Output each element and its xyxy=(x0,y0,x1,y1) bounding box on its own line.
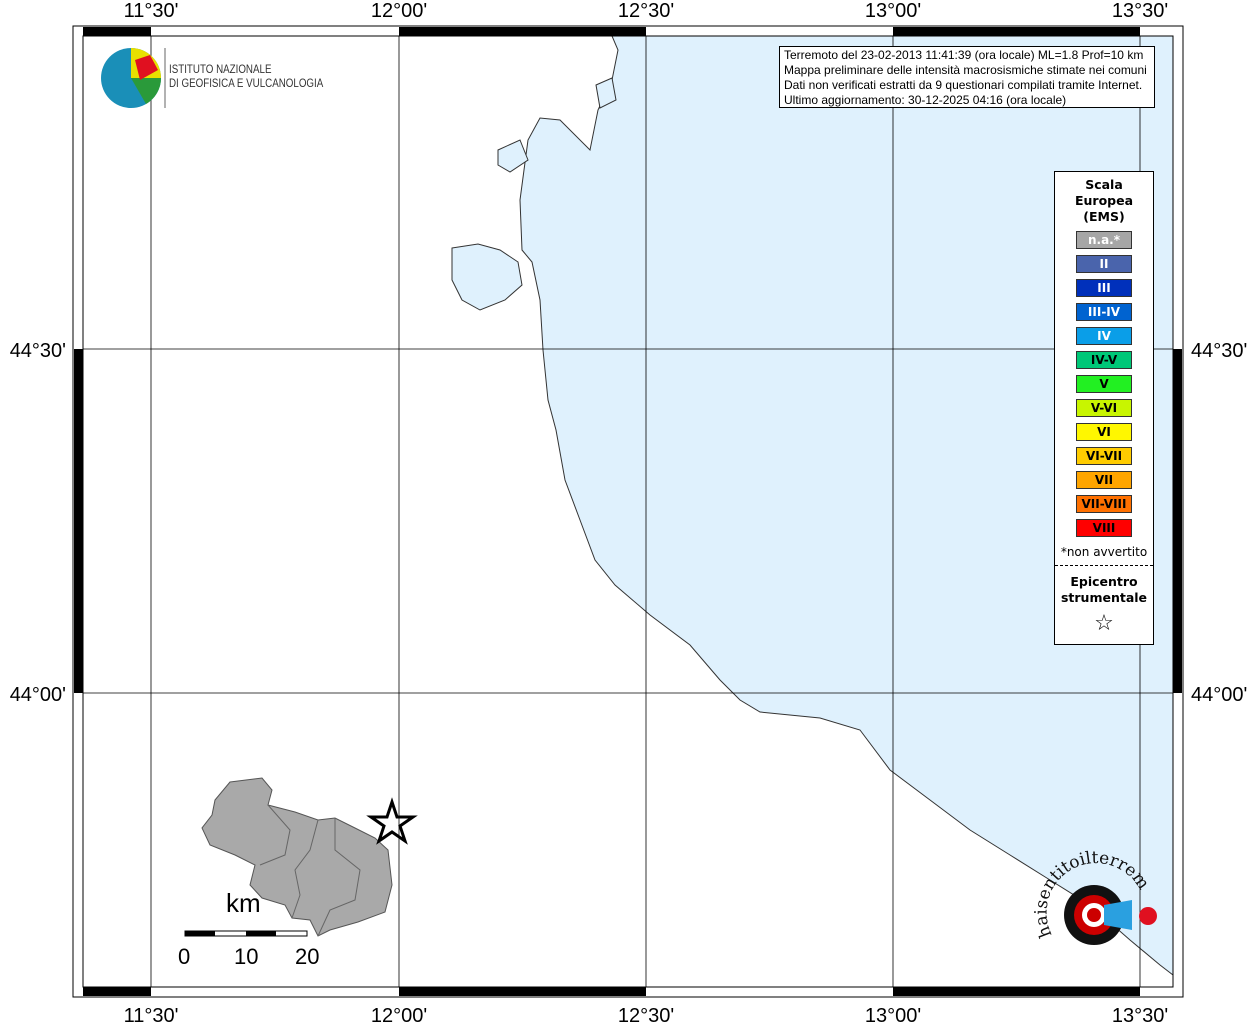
lon-label-top: 12°30' xyxy=(618,0,674,22)
lat-label-left: 44°00' xyxy=(10,684,66,706)
epicenter-star-icon[interactable] xyxy=(366,797,418,845)
legend-item: n.a.* xyxy=(1076,231,1132,249)
epicenter-label: Epicentro xyxy=(1070,574,1138,589)
epicenter-label: strumentale xyxy=(1060,590,1148,605)
frame-ticks xyxy=(74,27,1182,996)
lon-label-bottom: 13°30' xyxy=(1112,1005,1168,1024)
lon-label-top: 13°00' xyxy=(865,0,921,22)
legend-note: *non avvertito xyxy=(1060,545,1148,559)
scale-tick: 10 xyxy=(234,944,259,969)
lon-label-top: 12°00' xyxy=(371,0,427,22)
legend-title: Europea xyxy=(1074,193,1134,208)
lon-label-top: 13°30' xyxy=(1112,0,1168,22)
lon-label-bottom: 12°30' xyxy=(618,1005,674,1024)
lon-label-bottom: 12°00' xyxy=(371,1005,427,1024)
star-icon: ☆ xyxy=(1094,611,1114,636)
last-update: Ultimo aggiornamento: 30-12-2025 04:16 (… xyxy=(784,93,1067,107)
ingv-line1: ISTITUTO NAZIONALE xyxy=(169,64,272,76)
legend-item: VIII xyxy=(1076,519,1132,537)
lon-label-bottom: 13°00' xyxy=(865,1005,921,1024)
intensity-legend: Scala Europea (EMS) n.a.* II III III-IV IV IV… xyxy=(1054,171,1154,645)
legend-item: IV-V xyxy=(1076,351,1132,369)
lagoon xyxy=(497,139,529,173)
lat-label-right: 44°00' xyxy=(1191,684,1247,706)
legend-item: VII-VIII xyxy=(1076,495,1132,513)
scale-tick: 20 xyxy=(295,944,320,969)
data-note: Dati non verificati estratti da 9 questi… xyxy=(784,78,1143,92)
lon-label-top: 11°30' xyxy=(124,0,179,22)
map-description: Mappa preliminare delle intensità macros… xyxy=(784,63,1147,77)
ingv-line2: DI GEOFISICA E VULCANOLOGIA xyxy=(169,78,324,90)
map-border xyxy=(82,35,1174,988)
scale-bar xyxy=(184,930,308,937)
axis-labels: 11°30' 12°00' 12°30' 13°00' 13°30' 11°30… xyxy=(10,0,1248,1024)
legend-item: IV xyxy=(1076,327,1132,345)
legend-item: III-IV xyxy=(1076,303,1132,321)
lat-label-left: 44°30' xyxy=(10,340,66,362)
event-info-box: Terremoto del 23-02-2013 11:41:39 (ora l… xyxy=(779,46,1155,108)
legend-item: VI xyxy=(1076,423,1132,441)
scale-tick: 0 xyxy=(178,944,191,969)
affected-municipalities xyxy=(201,777,393,937)
legend-item: VI-VII xyxy=(1076,447,1132,465)
legend-item: II xyxy=(1076,255,1132,273)
lagoon xyxy=(595,77,617,109)
legend-divider xyxy=(1055,565,1153,566)
legend-title: Scala xyxy=(1085,177,1123,192)
municipality-borders xyxy=(259,804,361,937)
legend-item: VII xyxy=(1076,471,1132,489)
scale-unit: km xyxy=(226,888,261,918)
legend-items: n.a.* II III III-IV IV IV-V V V-VI VI VI-VII VII VI… xyxy=(1055,231,1153,537)
legend-item: III xyxy=(1076,279,1132,297)
lat-label-right: 44°30' xyxy=(1191,340,1247,362)
legend-item: V-VI xyxy=(1076,399,1132,417)
lon-label-bottom: 11°30' xyxy=(124,1005,179,1024)
legend-item: V xyxy=(1076,375,1132,393)
ingv-logo-text: ISTITUTO NAZIONALE DI GEOFISICA E VULCAN… xyxy=(169,63,323,91)
event-title: Terremoto del 23-02-2013 11:41:39 (ora l… xyxy=(784,48,1144,62)
sea xyxy=(519,35,1174,977)
ingv-logo-icon xyxy=(101,48,166,108)
lagoon xyxy=(451,243,523,311)
legend-title: (EMS) xyxy=(1083,209,1125,224)
